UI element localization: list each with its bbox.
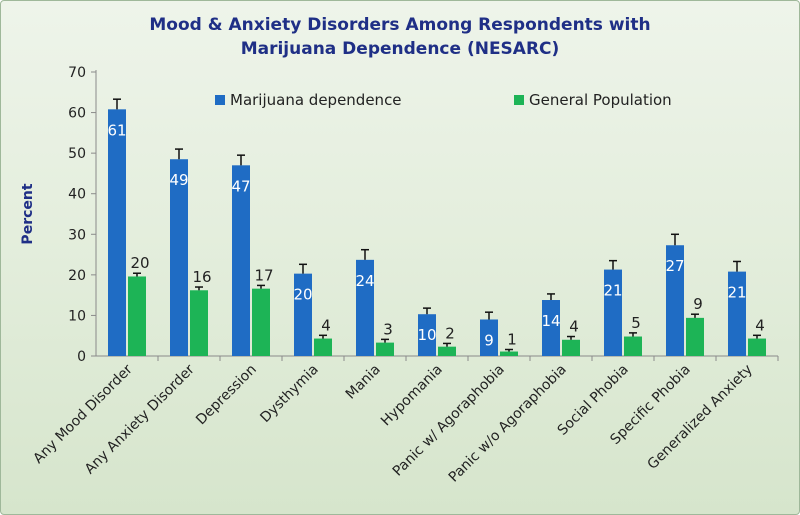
bar-marijuana-dependence <box>108 109 126 356</box>
y-tick-label: 70 <box>68 65 86 81</box>
data-label: 16 <box>192 268 211 286</box>
bar-marijuana-dependence <box>542 300 560 356</box>
bar-marijuana-dependence <box>294 273 312 356</box>
x-category-label: Depression <box>193 362 260 429</box>
x-category-label: Any Anxiety Disorder <box>82 361 198 477</box>
bar-marijuana-dependence <box>666 245 684 356</box>
bar-general-population <box>500 351 518 356</box>
data-label: 4 <box>321 316 331 334</box>
legend-label: General Population <box>529 91 672 109</box>
y-tick-label: 60 <box>68 106 86 122</box>
data-label: 47 <box>231 177 250 195</box>
bar-marijuana-dependence <box>170 159 188 356</box>
data-label: 20 <box>293 286 312 304</box>
data-label: 5 <box>631 314 641 332</box>
data-label: 4 <box>569 318 579 336</box>
data-label: 3 <box>383 320 393 338</box>
bar-marijuana-dependence <box>480 319 498 356</box>
y-tick-label: 0 <box>77 349 86 365</box>
legend-swatch <box>514 95 524 105</box>
data-label: 20 <box>130 254 149 272</box>
data-label: 21 <box>603 282 622 300</box>
legend-swatch <box>215 95 225 105</box>
bar-general-population <box>562 339 580 356</box>
data-label: 27 <box>665 257 684 275</box>
bar-general-population <box>128 276 146 356</box>
x-category-label: Dysthymia <box>257 362 321 426</box>
bar-general-population <box>252 288 270 356</box>
x-category-label: Panic w/ Agoraphobia <box>390 362 508 480</box>
bar-marijuana-dependence <box>604 269 622 356</box>
data-label: 61 <box>107 121 126 139</box>
bar-general-population <box>376 342 394 356</box>
data-label: 24 <box>355 272 374 290</box>
bar-marijuana-dependence <box>356 259 374 356</box>
data-label: 10 <box>417 326 436 344</box>
y-tick-label: 30 <box>68 227 86 243</box>
x-category-label: Any Mood Disorder <box>30 361 136 467</box>
bar-marijuana-dependence <box>232 165 250 356</box>
data-label: 9 <box>693 295 703 313</box>
data-label: 17 <box>254 266 273 284</box>
bar-general-population <box>624 336 642 356</box>
y-tick-label: 50 <box>68 146 86 162</box>
chart-title-line-1: Mood & Anxiety Disorders Among Responden… <box>149 15 651 35</box>
chart-title-line-2: Marijuana Dependence (NESARC) <box>240 39 560 59</box>
y-axis-label: Percent <box>20 183 36 244</box>
bar-general-population <box>314 338 332 356</box>
data-label: 9 <box>484 331 494 349</box>
x-category-label: Generalized Anxiety <box>645 362 756 473</box>
bar-general-population <box>748 338 766 356</box>
x-category-label: Mania <box>343 362 384 403</box>
data-label: 2 <box>445 324 455 342</box>
data-label: 49 <box>169 171 188 189</box>
data-label: 14 <box>541 312 560 330</box>
x-category-label: Panic w/o Agoraphobia <box>446 362 570 486</box>
bar-marijuana-dependence <box>728 271 746 356</box>
y-tick-label: 20 <box>68 268 86 284</box>
data-label: 1 <box>507 331 517 349</box>
data-label: 4 <box>755 316 765 334</box>
data-label: 21 <box>727 284 746 302</box>
x-category-label: Hypomania <box>378 362 446 430</box>
bar-general-population <box>438 346 456 356</box>
y-tick-label: 10 <box>68 308 86 324</box>
bar-marijuana-dependence <box>418 314 436 356</box>
bar-general-population <box>190 290 208 356</box>
legend-label: Marijuana dependence <box>230 91 402 109</box>
y-tick-label: 40 <box>68 187 86 203</box>
bar-general-population <box>686 317 704 356</box>
